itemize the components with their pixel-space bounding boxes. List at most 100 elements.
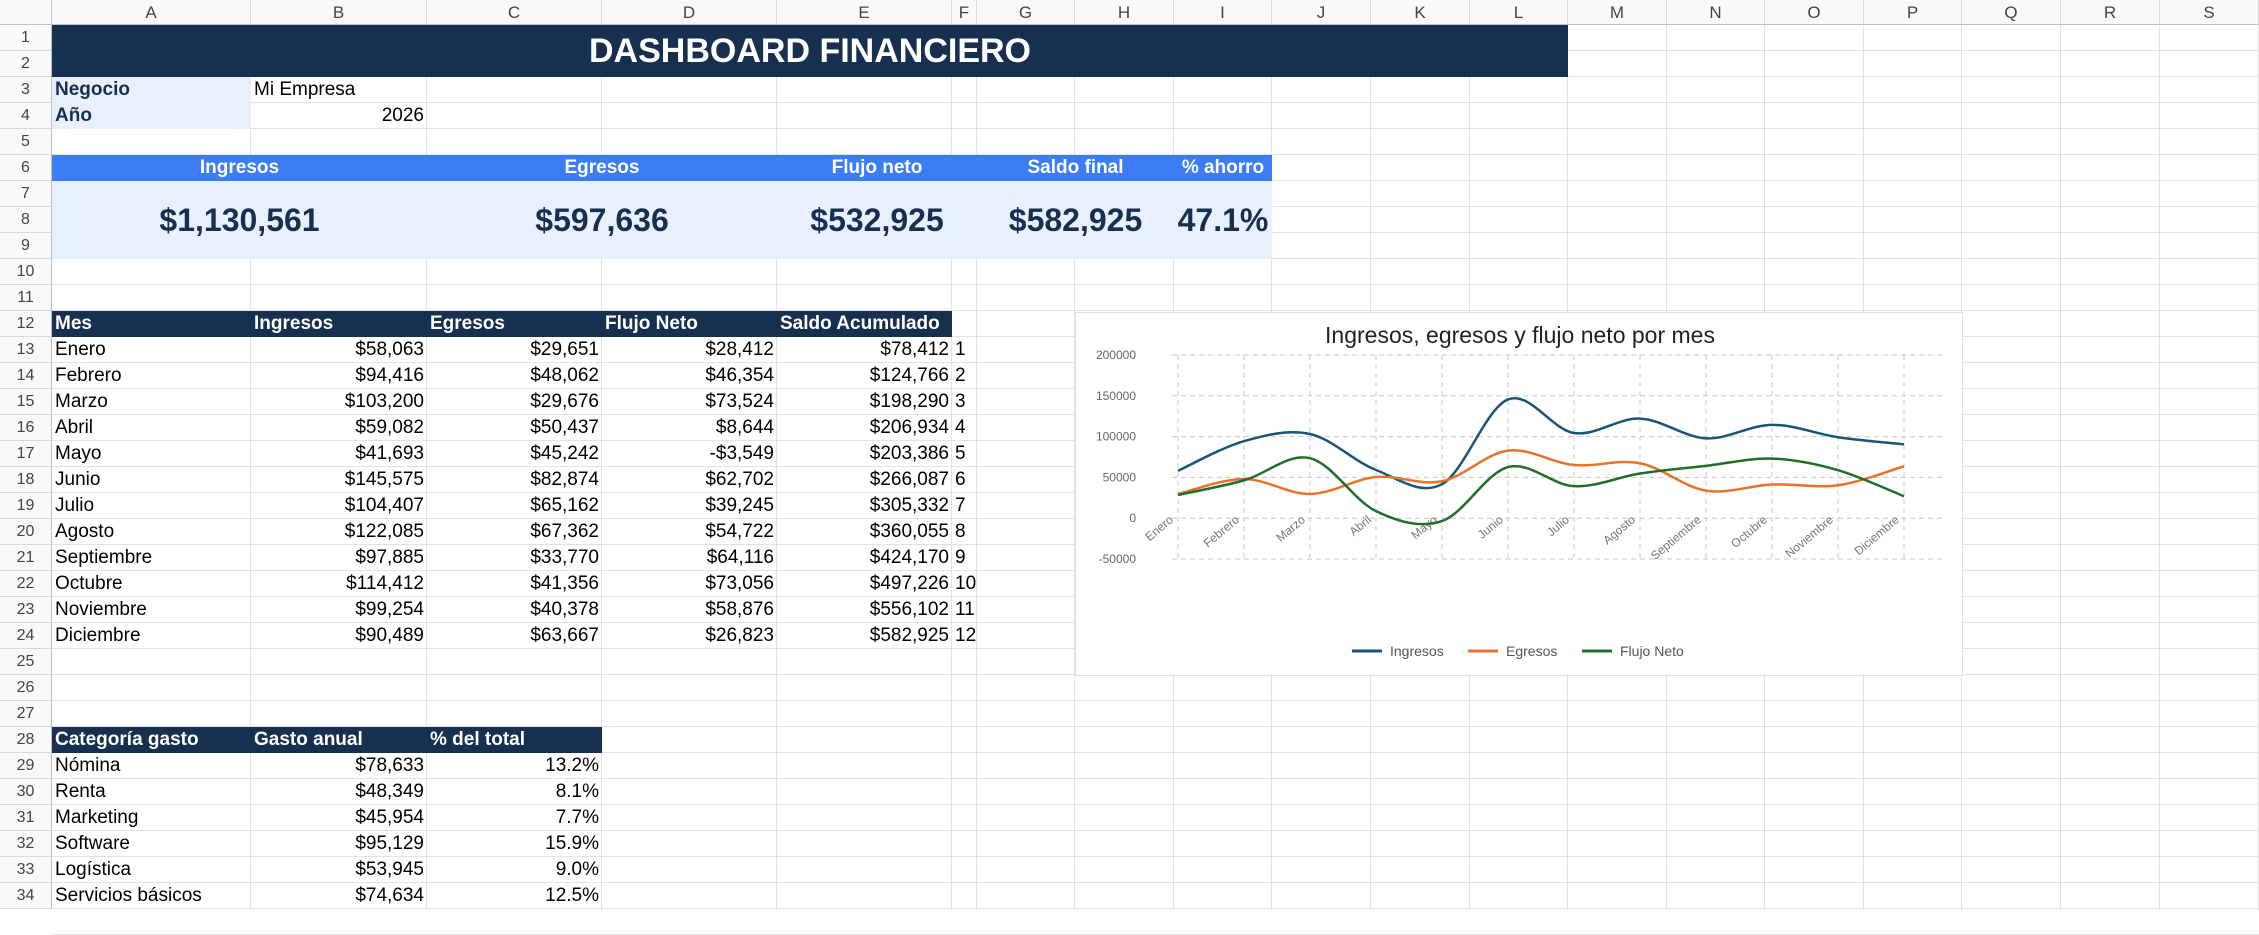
month-index[interactable]: 7 <box>952 493 977 519</box>
column-header-k[interactable]: K <box>1371 0 1470 25</box>
monthly-cell[interactable]: $73,056 <box>602 571 777 597</box>
monthly-cell[interactable]: $29,651 <box>427 337 602 363</box>
row-header-15[interactable]: 15 <box>0 389 52 415</box>
monthly-cell[interactable]: $41,356 <box>427 571 602 597</box>
monthly-cell[interactable]: Junio <box>52 467 251 493</box>
row-header-1[interactable]: 1 <box>0 25 52 51</box>
monthly-cell[interactable]: Julio <box>52 493 251 519</box>
column-header-o[interactable]: O <box>1765 0 1864 25</box>
month-index[interactable]: 10 <box>952 571 977 597</box>
month-index[interactable]: 8 <box>952 519 977 545</box>
category-cell[interactable]: Marketing <box>52 805 251 831</box>
column-header-a[interactable]: A <box>52 0 251 25</box>
category-cell[interactable]: 13.2% <box>427 753 602 779</box>
category-cell[interactable]: Renta <box>52 779 251 805</box>
row-header-21[interactable]: 21 <box>0 545 52 571</box>
row-header-16[interactable]: 16 <box>0 415 52 441</box>
monthly-cell[interactable]: $124,766 <box>777 363 952 389</box>
monthly-cell[interactable]: Abril <box>52 415 251 441</box>
column-header-b[interactable]: B <box>251 0 427 25</box>
row-header-28[interactable]: 28 <box>0 727 52 753</box>
category-cell[interactable]: 7.7% <box>427 805 602 831</box>
monthly-cell[interactable]: $67,362 <box>427 519 602 545</box>
category-cell[interactable]: Nómina <box>52 753 251 779</box>
category-cell[interactable]: 9.0% <box>427 857 602 883</box>
monthly-cell[interactable]: $65,162 <box>427 493 602 519</box>
monthly-cell[interactable]: $59,082 <box>251 415 427 441</box>
category-cell[interactable]: $95,129 <box>251 831 427 857</box>
monthly-cell[interactable]: $58,063 <box>251 337 427 363</box>
column-header-m[interactable]: M <box>1568 0 1667 25</box>
column-header-g[interactable]: G <box>977 0 1075 25</box>
month-index[interactable]: 11 <box>952 597 977 623</box>
month-index[interactable]: 1 <box>952 337 977 363</box>
month-index[interactable]: 5 <box>952 441 977 467</box>
row-header-29[interactable]: 29 <box>0 753 52 779</box>
monthly-cell[interactable]: $28,412 <box>602 337 777 363</box>
row-header-11[interactable]: 11 <box>0 285 52 311</box>
column-header-f[interactable]: F <box>952 0 977 25</box>
row-header-13[interactable]: 13 <box>0 337 52 363</box>
row-header-34[interactable]: 34 <box>0 883 52 909</box>
monthly-cell[interactable]: $64,116 <box>602 545 777 571</box>
row-header-2[interactable]: 2 <box>0 51 52 77</box>
category-cell[interactable]: 12.5% <box>427 883 602 909</box>
category-cell[interactable]: 15.9% <box>427 831 602 857</box>
category-cell[interactable]: 8.1% <box>427 779 602 805</box>
monthly-cell[interactable]: $41,693 <box>251 441 427 467</box>
row-header-12[interactable]: 12 <box>0 311 52 337</box>
category-cell[interactable]: $78,633 <box>251 753 427 779</box>
row-header-14[interactable]: 14 <box>0 363 52 389</box>
monthly-cell[interactable]: $145,575 <box>251 467 427 493</box>
row-header-30[interactable]: 30 <box>0 779 52 805</box>
monthly-cell[interactable]: $62,702 <box>602 467 777 493</box>
monthly-cell[interactable]: $94,416 <box>251 363 427 389</box>
monthly-cell[interactable]: $45,242 <box>427 441 602 467</box>
monthly-cell[interactable]: $46,354 <box>602 363 777 389</box>
monthly-cell[interactable]: $82,874 <box>427 467 602 493</box>
kpi-value-egresos[interactable]: $597,636 <box>427 181 777 259</box>
column-header-q[interactable]: Q <box>1962 0 2061 25</box>
monthly-cell[interactable]: Enero <box>52 337 251 363</box>
category-cell[interactable]: Servicios básicos <box>52 883 251 909</box>
category-cell[interactable]: $45,954 <box>251 805 427 831</box>
row-header-24[interactable]: 24 <box>0 623 52 649</box>
monthly-cell[interactable]: $266,087 <box>777 467 952 493</box>
row-header-33[interactable]: 33 <box>0 857 52 883</box>
column-header-l[interactable]: L <box>1470 0 1568 25</box>
month-index[interactable]: 2 <box>952 363 977 389</box>
monthly-cell[interactable]: $33,770 <box>427 545 602 571</box>
monthly-cell[interactable]: $114,412 <box>251 571 427 597</box>
monthly-cell[interactable]: $103,200 <box>251 389 427 415</box>
column-header-s[interactable]: S <box>2160 0 2259 25</box>
monthly-cell[interactable]: Febrero <box>52 363 251 389</box>
monthly-cell[interactable]: Agosto <box>52 519 251 545</box>
monthly-cell[interactable]: $305,332 <box>777 493 952 519</box>
month-index[interactable]: 9 <box>952 545 977 571</box>
monthly-cell[interactable]: $360,055 <box>777 519 952 545</box>
monthly-cell[interactable]: $78,412 <box>777 337 952 363</box>
month-index[interactable]: 4 <box>952 415 977 441</box>
column-header-c[interactable]: C <box>427 0 602 25</box>
monthly-cell[interactable]: $556,102 <box>777 597 952 623</box>
select-all-corner[interactable] <box>0 0 52 25</box>
row-header-18[interactable]: 18 <box>0 467 52 493</box>
monthly-cell[interactable]: $104,407 <box>251 493 427 519</box>
column-header-h[interactable]: H <box>1075 0 1174 25</box>
row-header-8[interactable]: 8 <box>0 207 52 233</box>
monthly-cell[interactable]: Octubre <box>52 571 251 597</box>
category-cell[interactable]: $53,945 <box>251 857 427 883</box>
kpi-value-saldo-final[interactable]: $582,925 <box>977 181 1174 259</box>
monthly-cell[interactable]: Septiembre <box>52 545 251 571</box>
row-header-7[interactable]: 7 <box>0 181 52 207</box>
monthly-cell[interactable]: $8,644 <box>602 415 777 441</box>
monthly-cell[interactable]: $99,254 <box>251 597 427 623</box>
monthly-cell[interactable]: $26,823 <box>602 623 777 649</box>
row-header-5[interactable]: 5 <box>0 129 52 155</box>
monthly-cell[interactable]: $198,290 <box>777 389 952 415</box>
year-value[interactable]: 2026 <box>251 103 427 129</box>
monthly-cell[interactable]: $63,667 <box>427 623 602 649</box>
row-header-26[interactable]: 26 <box>0 675 52 701</box>
kpi-value-flujo-neto[interactable]: $532,925 <box>777 181 977 259</box>
